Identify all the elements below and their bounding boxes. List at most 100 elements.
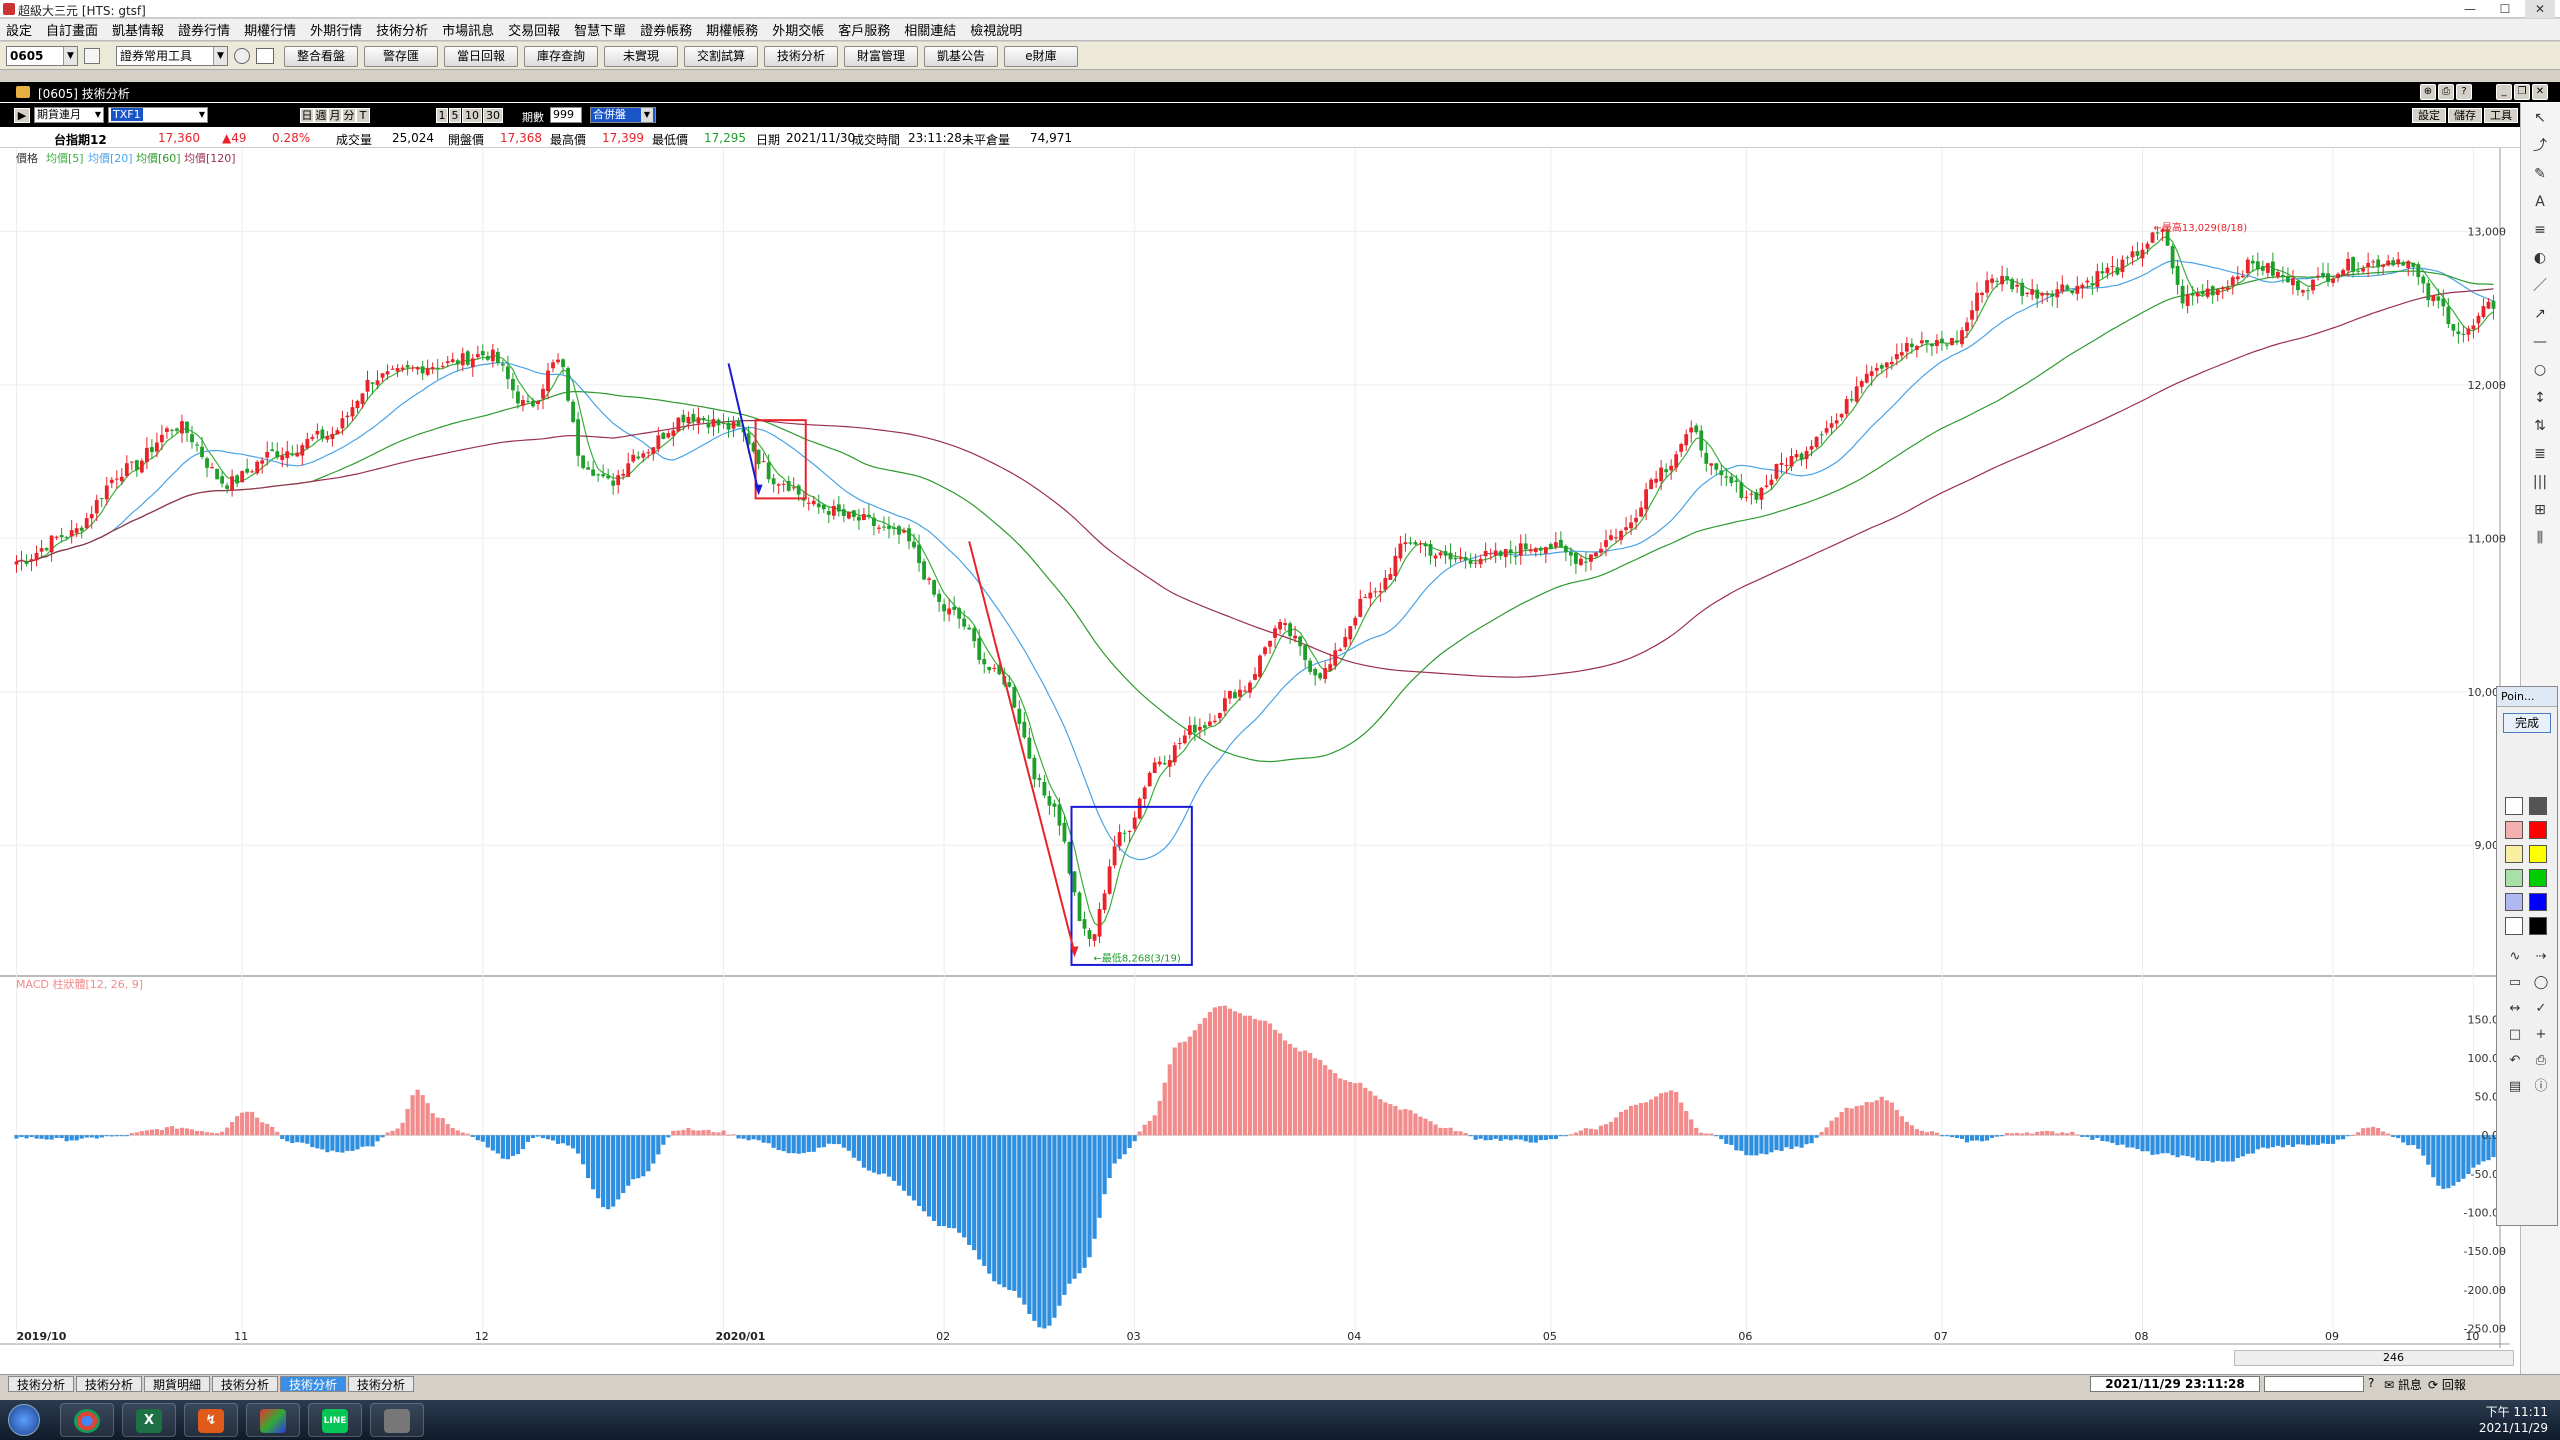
pointer-tool-icon[interactable]: ↔: [2509, 1001, 2521, 1016]
help-icon[interactable]: ?: [2456, 84, 2472, 100]
bars-icon[interactable]: |||: [2532, 474, 2548, 490]
sheet-tab[interactable]: 期貨明細: [144, 1376, 210, 1392]
pointer-tool-icon[interactable]: □: [2508, 1027, 2522, 1042]
maximize-button[interactable]: ☐: [2499, 2, 2511, 16]
period-button[interactable]: 日: [300, 108, 314, 123]
color-swatch[interactable]: [2505, 893, 2523, 911]
menu-icon[interactable]: ≡: [2534, 222, 2546, 238]
pointer-tool-icon[interactable]: ∿: [2509, 949, 2521, 964]
toolbar-button[interactable]: 整合看盤: [284, 46, 358, 67]
help-icon[interactable]: ?: [2368, 1376, 2375, 1390]
menu-item[interactable]: 證券行情: [178, 24, 231, 39]
color-swatch[interactable]: [2505, 797, 2523, 815]
period-button[interactable]: 分: [342, 108, 356, 123]
child-minimize-button[interactable]: _: [2496, 84, 2512, 100]
menu-item[interactable]: 設定: [6, 24, 33, 39]
stock-code-combo[interactable]: 0605 ▼: [6, 46, 78, 66]
pointer-tool-icon[interactable]: ⓘ: [2534, 1079, 2548, 1094]
link-icon[interactable]: ⊕: [2420, 84, 2436, 100]
undo-icon[interactable]: ⤴: [2533, 138, 2547, 154]
child-restore-button[interactable]: ❐: [2514, 84, 2530, 100]
chevron-down-icon[interactable]: ▼: [94, 110, 101, 119]
play-icon[interactable]: ▶: [14, 108, 30, 123]
taskbar-chrome[interactable]: [60, 1403, 114, 1437]
minimize-button[interactable]: —: [2464, 2, 2476, 16]
sheet-tab[interactable]: 技術分析: [212, 1376, 278, 1392]
period-button[interactable]: 週: [314, 108, 328, 123]
color-swatch[interactable]: [2529, 917, 2547, 935]
chevron-down-icon[interactable]: ▼: [63, 47, 77, 65]
news-button[interactable]: ✉ 訊息: [2384, 1378, 2422, 1392]
pointer-icon[interactable]: ↖: [2534, 110, 2546, 126]
taskbar-app6[interactable]: [370, 1403, 424, 1437]
sheet-tab[interactable]: 技術分析: [8, 1376, 74, 1392]
chart-scroll-bar[interactable]: 246: [2234, 1350, 2514, 1366]
pointer-tool-icon[interactable]: ▤: [2508, 1079, 2522, 1094]
product-type-select[interactable]: 期貨連月 ▼: [34, 107, 104, 123]
period-button[interactable]: 月: [328, 108, 342, 123]
toolbar-button[interactable]: 技術分析: [764, 46, 838, 67]
chart-save-button[interactable]: 儲存: [2448, 108, 2482, 123]
menu-item[interactable]: 證券帳務: [640, 24, 693, 39]
pen-icon[interactable]: ✎: [2534, 166, 2546, 182]
pointer-tool-icon[interactable]: ▭: [2508, 975, 2522, 990]
menu-item[interactable]: 相關連結: [904, 24, 957, 39]
arrow-icon[interactable]: ↗: [2534, 306, 2546, 322]
period-button[interactable]: T: [356, 108, 370, 123]
window-icon[interactable]: [256, 48, 274, 64]
color-swatch[interactable]: [2529, 893, 2547, 911]
menu-item[interactable]: 檢視說明: [970, 24, 1023, 39]
sheet-tab[interactable]: 技術分析: [76, 1376, 142, 1392]
column-icon[interactable]: ⫼: [2536, 530, 2544, 546]
pointer-tool-icon[interactable]: ◯: [2533, 975, 2549, 990]
toolbar-button[interactable]: 交割試算: [684, 46, 758, 67]
save-icon[interactable]: [84, 48, 100, 64]
count-input[interactable]: 999: [550, 107, 582, 123]
menu-item[interactable]: 自訂畫面: [46, 24, 99, 39]
chevron-down-icon[interactable]: ▼: [641, 108, 653, 122]
swap-icon[interactable]: ⇅: [2534, 418, 2546, 434]
color-swatch[interactable]: [2529, 869, 2547, 887]
toolbar-button[interactable]: 庫存查詢: [524, 46, 598, 67]
chevron-down-icon[interactable]: ▼: [198, 110, 205, 119]
color-swatch[interactable]: [2529, 821, 2547, 839]
color-swatch[interactable]: [2505, 869, 2523, 887]
menu-item[interactable]: 交易回報: [508, 24, 561, 39]
circle-icon[interactable]: ◐: [2533, 250, 2547, 266]
interval-button[interactable]: 5: [449, 108, 461, 123]
color-swatch[interactable]: [2529, 797, 2547, 815]
menu-item[interactable]: 市場訊息: [442, 24, 495, 39]
menu-item[interactable]: 期權行情: [244, 24, 297, 39]
toolbar-button[interactable]: 財富管理: [844, 46, 918, 67]
chart-settings-button[interactable]: 設定: [2412, 108, 2446, 123]
hline-icon[interactable]: —: [2533, 334, 2547, 350]
menu-item[interactable]: 客戶服務: [838, 24, 891, 39]
color-swatch[interactable]: [2529, 845, 2547, 863]
menu-item[interactable]: 期權帳務: [706, 24, 759, 39]
chevron-down-icon[interactable]: ▼: [213, 47, 227, 65]
sheet-tab[interactable]: 技術分析: [348, 1376, 414, 1392]
chart-tools-button[interactable]: 工具: [2484, 108, 2518, 123]
menu-item[interactable]: 凱基情報: [112, 24, 165, 39]
line-icon[interactable]: ／: [2533, 278, 2547, 294]
menu-item[interactable]: 外期交帳: [772, 24, 825, 39]
done-button[interactable]: 完成: [2503, 713, 2551, 733]
pointer-tool-icon[interactable]: ↶: [2509, 1053, 2521, 1068]
interval-button[interactable]: 10: [462, 108, 482, 123]
table-icon[interactable]: ⊞: [2534, 502, 2546, 518]
menu-item[interactable]: 外期行情: [310, 24, 363, 39]
pointer-tool-icon[interactable]: +: [2535, 1027, 2547, 1042]
toolbar-button[interactable]: e財庫: [1004, 46, 1078, 67]
interval-button[interactable]: 1: [436, 108, 448, 123]
toolbar-button[interactable]: 未實現: [604, 46, 678, 67]
menu-item[interactable]: 智慧下單: [574, 24, 627, 39]
interval-button[interactable]: 30: [483, 108, 503, 123]
merge-select[interactable]: 合併盤 ▼: [590, 107, 656, 123]
menu-item[interactable]: 技術分析: [376, 24, 429, 39]
taskbar-app4[interactable]: [246, 1403, 300, 1437]
color-swatch[interactable]: [2505, 917, 2523, 935]
color-swatch[interactable]: [2505, 821, 2523, 839]
status-input[interactable]: [2264, 1376, 2364, 1392]
tool-combo[interactable]: 證券常用工具 ▼: [116, 46, 228, 66]
pointer-tool-icon[interactable]: ⎙: [2535, 1053, 2547, 1068]
